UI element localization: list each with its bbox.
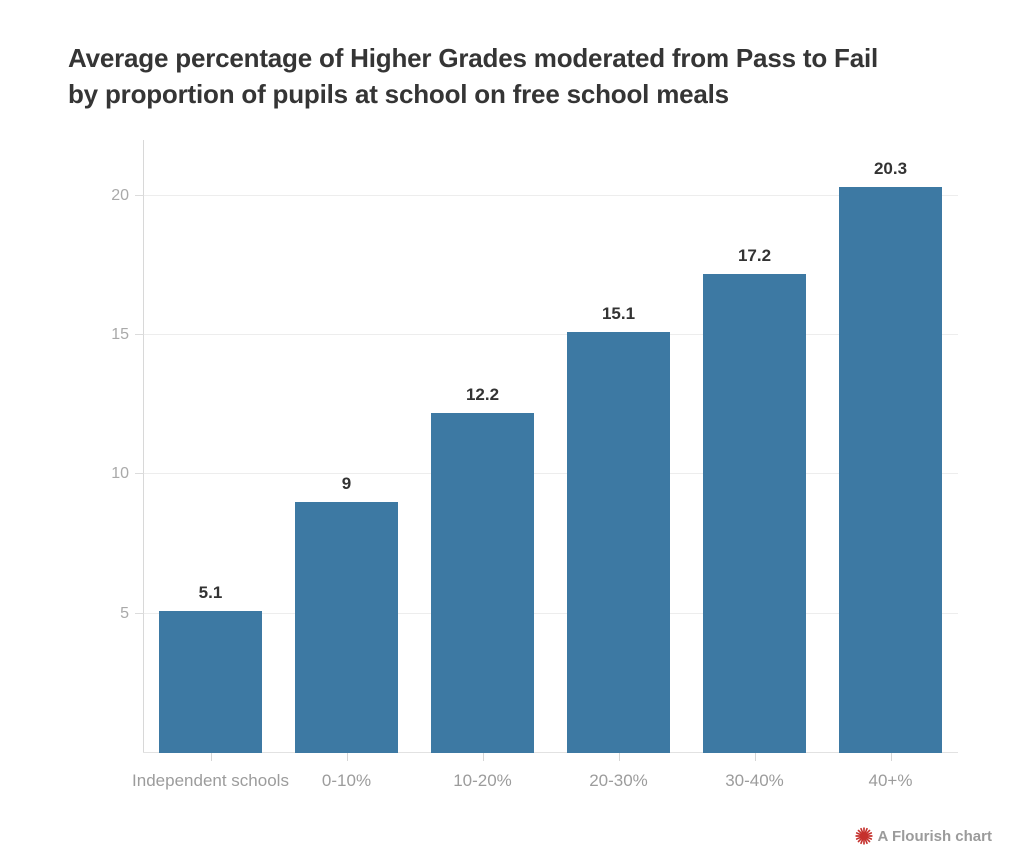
bar[interactable] (295, 502, 398, 753)
x-tick-label: 40+% (868, 771, 913, 790)
bar-value-label: 15.1 (601, 304, 636, 324)
x-tick-label: 10-20% (453, 771, 512, 790)
x-axis-tick (890, 753, 892, 761)
x-tick-label: 0-10% (321, 771, 372, 790)
bar-value-label: 12.2 (465, 385, 500, 405)
y-tick-label: 20 (111, 186, 129, 204)
plot-area: 5 10 15 20 5.1 Independent schools 9 0-10% 12.2 1… (111, 140, 958, 790)
flourish-starburst-icon (854, 827, 873, 845)
x-tick-label: Independent schools (132, 771, 289, 790)
y-tick-label: 5 (120, 604, 129, 622)
bar-value-label: 20.3 (873, 159, 908, 179)
gridline (144, 334, 958, 336)
bar-value-label: 9 (341, 474, 352, 494)
flourish-attribution-label: A Flourish chart (877, 827, 992, 845)
chart-title-line1: Average percentage of Higher Grades mode… (68, 43, 879, 73)
y-tick-label: 15 (111, 326, 129, 344)
x-axis-line (143, 752, 958, 753)
y-axis-tick (135, 334, 144, 336)
y-tick-label: 10 (111, 465, 129, 483)
gridline (144, 473, 958, 475)
x-axis-tick (618, 753, 620, 761)
chart-title-line2: by proportion of pupils at school on fre… (68, 79, 729, 109)
bar[interactable] (567, 332, 670, 753)
y-axis-tick (135, 473, 144, 475)
bar[interactable] (703, 273, 806, 753)
bar[interactable] (431, 413, 534, 753)
bar-value-label: 17.2 (737, 245, 772, 265)
bar[interactable] (159, 610, 262, 753)
chart-title: Average percentage of Higher Grades mode… (68, 40, 878, 112)
flourish-attribution-link[interactable]: A Flourish chart (854, 827, 992, 845)
x-tick-label: 20-30% (589, 771, 648, 790)
y-axis-tick (135, 612, 144, 614)
gridline (144, 612, 958, 614)
y-axis-tick (135, 194, 144, 196)
x-tick-label: 30-40% (725, 771, 784, 790)
gridline (144, 194, 958, 196)
x-axis-tick (754, 753, 756, 761)
x-axis-tick (210, 753, 212, 761)
bar-value-label: 5.1 (198, 582, 223, 602)
x-axis-tick (346, 753, 348, 761)
x-axis-tick (482, 753, 484, 761)
bar[interactable] (839, 187, 942, 753)
